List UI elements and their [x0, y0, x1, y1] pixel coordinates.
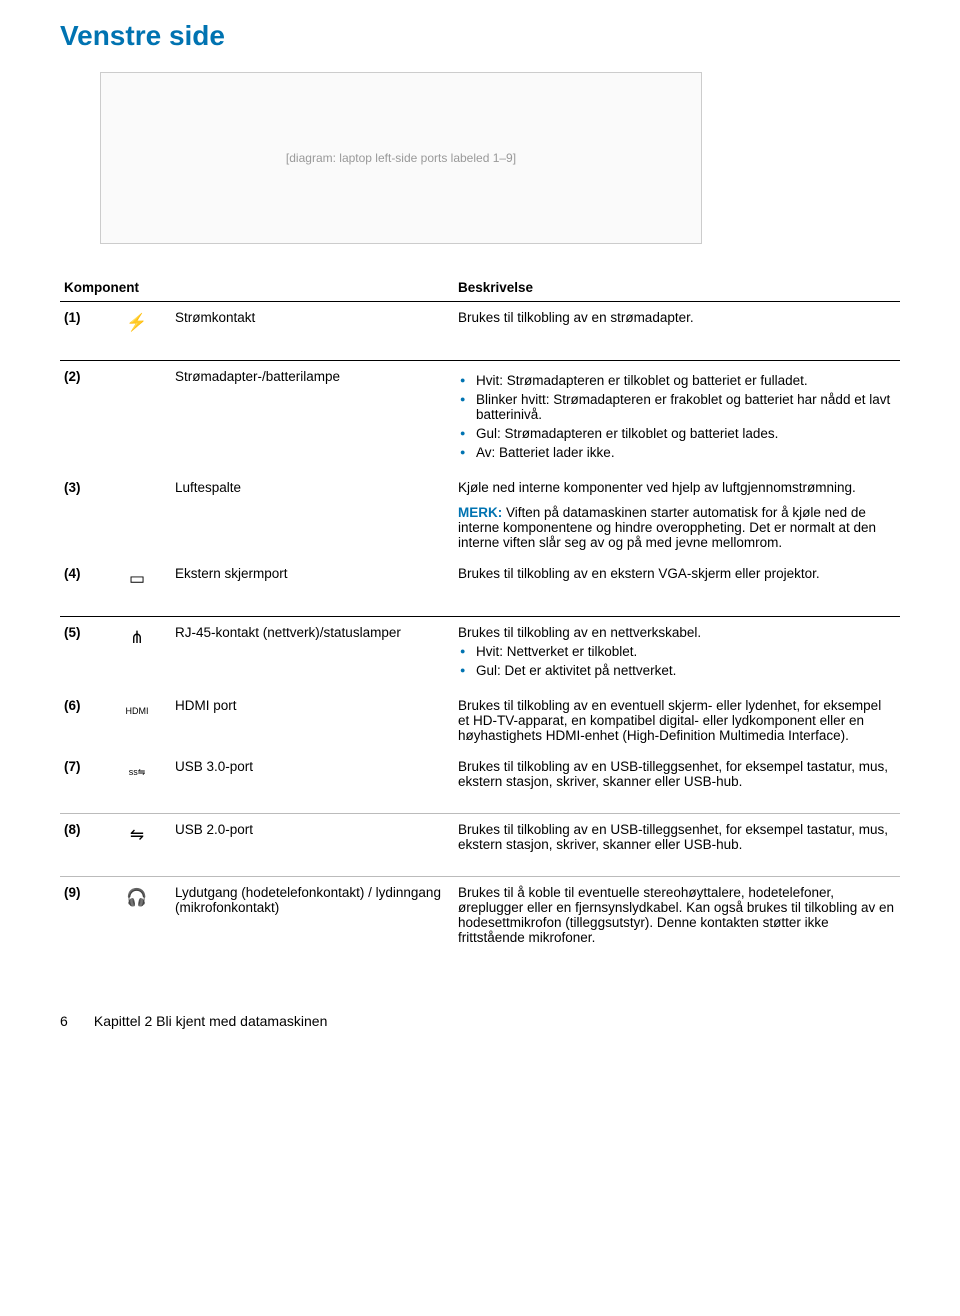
table-row: (1)⚡ Strømkontakt Brukes til tilkobling av… — [60, 302, 900, 345]
component-description: Brukes til tilkobling av en eventuell sk… — [454, 690, 900, 751]
table-row: (7)ss⇋ USB 3.0-portBrukes til tilkobling … — [60, 751, 900, 797]
diagram-placeholder: [diagram: laptop left-side ports labeled… — [100, 72, 702, 244]
description-text: Brukes til tilkobling av en eventuell sk… — [458, 698, 896, 743]
table-row: (4)▭ Ekstern skjermport Brukes til tilkobl… — [60, 558, 900, 600]
note: MERK: Viften på datamaskinen starter aut… — [458, 505, 896, 550]
header-component: Komponent — [60, 274, 454, 302]
row-icon — [118, 361, 171, 473]
bullet-item: Gul: Strømadapteren er tilkoblet og batt… — [476, 426, 896, 441]
row-number: (6) — [60, 690, 118, 751]
component-name: Strømadapter-/batterilampe — [171, 361, 454, 473]
separator — [60, 860, 900, 877]
table-row: (5)⋔ RJ-45-kontakt (nettverk)/statuslampe… — [60, 617, 900, 691]
description-text: Brukes til å koble til eventuelle stereo… — [458, 885, 896, 945]
port-icon: 🎧 — [122, 885, 152, 911]
table-row: (9)🎧 Lydutgang (hodetelefonkontakt) / lyd… — [60, 877, 900, 954]
component-name: Luftespalte — [171, 472, 454, 558]
port-icon: ss⇋ — [122, 759, 152, 785]
bullet-item: Hvit: Strømadapteren er tilkoblet og bat… — [476, 373, 896, 388]
row-number: (3) — [60, 472, 118, 558]
page-footer: 6 Kapittel 2 Bli kjent med datamaskinen — [60, 1013, 900, 1029]
component-description: Brukes til å koble til eventuelle stereo… — [454, 877, 900, 954]
table-row: (8)⇋ USB 2.0-portBrukes til tilkobling av… — [60, 814, 900, 861]
component-name: Lydutgang (hodetelefonkontakt) / lydinng… — [171, 877, 454, 954]
row-number: (8) — [60, 814, 118, 861]
port-icon: ⋔ — [122, 625, 152, 651]
component-description: Brukes til tilkobling av en USB-tilleggs… — [454, 751, 900, 797]
component-description: Brukes til tilkobling av en nettverkskab… — [454, 617, 900, 691]
bullet-item: Blinker hvitt: Strømadapteren er frakobl… — [476, 392, 896, 422]
row-number: (7) — [60, 751, 118, 797]
components-table: Komponent Beskrivelse (1)⚡ Strømkontakt Br… — [60, 274, 900, 953]
component-name: RJ-45-kontakt (nettverk)/statuslamper — [171, 617, 454, 691]
separator — [60, 600, 900, 617]
description-text: Brukes til tilkobling av en ekstern VGA-… — [458, 566, 896, 581]
row-icon: ss⇋ — [118, 751, 171, 797]
port-icon: ▭ — [122, 566, 152, 592]
port-icon: ⚡ — [122, 310, 152, 336]
bullet-list: Hvit: Strømadapteren er tilkoblet og bat… — [458, 373, 896, 460]
row-icon: ⇋ — [118, 814, 171, 861]
port-icon: HDMI — [122, 698, 152, 724]
row-icon: 🎧 — [118, 877, 171, 954]
separator — [60, 797, 900, 814]
bullet-list: Hvit: Nettverket er tilkoblet. Gul: Det e… — [458, 644, 896, 678]
table-row: (6)HDMI HDMI portBrukes til tilkobling av… — [60, 690, 900, 751]
port-icon: ⇋ — [122, 822, 152, 848]
row-number: (4) — [60, 558, 118, 600]
page-title: Venstre side — [60, 20, 900, 52]
description-text: Brukes til tilkobling av en nettverkskab… — [458, 625, 896, 640]
row-number: (5) — [60, 617, 118, 691]
component-description: Brukes til tilkobling av en USB-tilleggs… — [454, 814, 900, 861]
description-text: Brukes til tilkobling av en USB-tilleggs… — [458, 759, 896, 789]
row-number: (2) — [60, 361, 118, 473]
table-row: (2) Strømadapter-/batterilampe Hvit: Strøm… — [60, 361, 900, 473]
table-header-row: Komponent Beskrivelse — [60, 274, 900, 302]
component-name: Strømkontakt — [171, 302, 454, 345]
component-description: Hvit: Strømadapteren er tilkoblet og bat… — [454, 361, 900, 473]
row-icon: ⚡ — [118, 302, 171, 345]
page: Venstre side [diagram: laptop left-side … — [0, 0, 960, 1069]
chapter-label: Kapittel 2 Bli kjent med datamaskinen — [94, 1013, 327, 1029]
component-name: HDMI port — [171, 690, 454, 751]
note-text: Viften på datamaskinen starter automatis… — [458, 505, 876, 550]
table-row: (3) Luftespalte Kjøle ned interne komponen… — [60, 472, 900, 558]
bullet-item: Av: Batteriet lader ikke. — [476, 445, 896, 460]
header-description: Beskrivelse — [454, 274, 900, 302]
row-number: (1) — [60, 302, 118, 345]
component-name: Ekstern skjermport — [171, 558, 454, 600]
row-icon — [118, 472, 171, 558]
component-name: USB 3.0-port — [171, 751, 454, 797]
row-icon: ⋔ — [118, 617, 171, 691]
component-description: Brukes til tilkobling av en ekstern VGA-… — [454, 558, 900, 600]
row-number: (9) — [60, 877, 118, 954]
description-text: Brukes til tilkobling av en strømadapter… — [458, 310, 896, 325]
component-description: Kjøle ned interne komponenter ved hjelp … — [454, 472, 900, 558]
description-text: Kjøle ned interne komponenter ved hjelp … — [458, 480, 896, 495]
bullet-item: Gul: Det er aktivitet på nettverket. — [476, 663, 896, 678]
separator — [60, 344, 900, 361]
page-number: 6 — [60, 1013, 90, 1029]
row-icon: ▭ — [118, 558, 171, 600]
bullet-item: Hvit: Nettverket er tilkoblet. — [476, 644, 896, 659]
row-icon: HDMI — [118, 690, 171, 751]
note-label: MERK: — [458, 505, 506, 520]
component-description: Brukes til tilkobling av en strømadapter… — [454, 302, 900, 345]
description-text: Brukes til tilkobling av en USB-tilleggs… — [458, 822, 896, 852]
component-name: USB 2.0-port — [171, 814, 454, 861]
